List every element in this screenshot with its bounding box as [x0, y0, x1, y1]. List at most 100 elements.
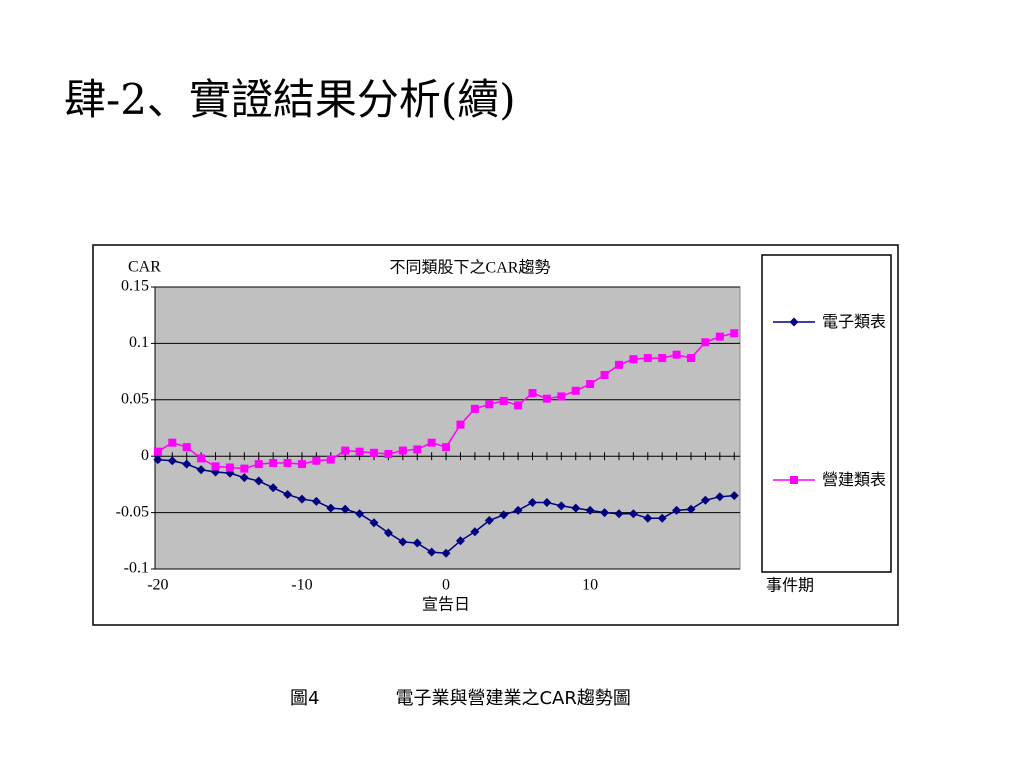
- marker: [789, 317, 799, 327]
- x-tick-label: -10: [291, 577, 312, 594]
- annotation: 宣告日: [422, 596, 470, 614]
- legend-label: 電子類表: [822, 312, 887, 331]
- marker: [427, 438, 436, 447]
- caption: 圖4 電子業與營建業之CAR趨勢圖: [290, 684, 631, 710]
- marker: [239, 473, 249, 483]
- x-tick-label: 10: [582, 577, 598, 594]
- marker: [412, 538, 422, 548]
- marker: [398, 537, 408, 547]
- marker: [672, 505, 682, 515]
- marker: [196, 465, 206, 475]
- marker: [715, 332, 724, 341]
- marker: [398, 446, 407, 455]
- marker: [312, 456, 321, 465]
- marker: [254, 476, 264, 486]
- marker: [413, 445, 422, 454]
- marker: [341, 446, 350, 455]
- caption-text: 電子業與營建業之CAR趨勢圖: [395, 688, 631, 709]
- marker: [643, 513, 653, 523]
- marker: [470, 527, 480, 537]
- marker: [369, 518, 379, 528]
- marker: [297, 460, 306, 469]
- legend-box: [761, 254, 892, 573]
- marker: [643, 354, 652, 363]
- marker: [513, 505, 523, 515]
- marker: [557, 392, 566, 401]
- marker: [514, 401, 523, 410]
- marker: [586, 380, 595, 389]
- marker: [542, 497, 552, 507]
- marker: [499, 510, 509, 520]
- marker: [167, 456, 177, 466]
- marker: [686, 504, 696, 514]
- marker: [571, 503, 581, 513]
- slide-title: 肆-2、實證結果分析(續): [64, 75, 516, 124]
- marker: [790, 476, 798, 484]
- y-tick-label: 0.15: [121, 278, 149, 295]
- marker: [311, 496, 321, 506]
- marker: [355, 447, 364, 456]
- legend-label: 營建類表: [822, 470, 887, 489]
- marker: [326, 503, 336, 513]
- marker: [729, 491, 739, 501]
- marker: [528, 389, 537, 398]
- marker: [268, 483, 278, 493]
- marker: [283, 490, 293, 500]
- marker: [499, 396, 508, 405]
- chart-title: 不同類股下之CAR趨勢: [390, 259, 551, 277]
- marker: [269, 458, 278, 467]
- marker: [340, 504, 350, 514]
- marker: [197, 454, 206, 463]
- marker: [182, 443, 191, 452]
- marker: [297, 494, 307, 504]
- marker: [614, 360, 623, 369]
- marker: [657, 513, 667, 523]
- marker: [441, 548, 451, 558]
- marker: [225, 463, 234, 472]
- marker: [556, 501, 566, 511]
- marker: [153, 455, 163, 465]
- marker: [355, 509, 365, 519]
- marker: [658, 354, 667, 363]
- marker: [672, 350, 681, 359]
- marker: [211, 462, 220, 471]
- marker: [600, 508, 610, 518]
- marker: [628, 509, 638, 519]
- y-tick-label: 0: [141, 447, 149, 464]
- marker: [240, 464, 249, 473]
- marker: [153, 447, 162, 456]
- marker: [283, 458, 292, 467]
- marker: [600, 370, 609, 379]
- marker: [254, 460, 263, 469]
- marker: [614, 509, 624, 519]
- marker: [182, 459, 192, 469]
- y-tick-label: 0.05: [121, 390, 149, 407]
- marker: [456, 420, 465, 429]
- y-tick-label: 0.1: [129, 334, 149, 351]
- marker: [701, 338, 710, 347]
- marker: [384, 449, 393, 458]
- marker: [485, 400, 494, 409]
- marker: [730, 329, 739, 338]
- marker: [542, 394, 551, 403]
- y-axis-label: CAR: [128, 259, 161, 276]
- marker: [629, 355, 638, 364]
- marker: [484, 515, 494, 525]
- marker: [442, 443, 451, 452]
- caption-number: 圖4: [290, 688, 320, 709]
- chart-frame: [92, 244, 899, 626]
- x-axis-label: 事件期: [766, 577, 814, 595]
- marker: [571, 386, 580, 395]
- marker: [700, 495, 710, 505]
- marker: [326, 455, 335, 464]
- marker: [687, 354, 696, 363]
- marker: [383, 528, 393, 538]
- x-tick-label: 0: [442, 577, 450, 594]
- marker: [715, 492, 725, 502]
- marker: [455, 536, 465, 546]
- y-tick-label: -0.1: [124, 560, 149, 577]
- x-tick-label: -20: [147, 577, 168, 594]
- marker: [427, 547, 437, 557]
